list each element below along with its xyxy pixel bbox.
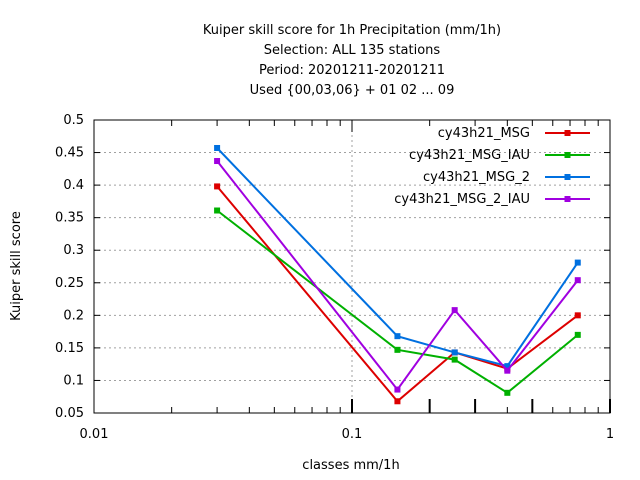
grid (94, 120, 610, 413)
axes: 0.05 0.1 0.15 0.2 0.25 0.3 0.35 0.4 0.45 0.5 0.01 0… (55, 113, 614, 442)
x-axis-label: classes mm/1h (302, 458, 399, 473)
series-line (216, 185, 579, 403)
data-point (504, 389, 511, 396)
title-line-2: Selection: ALL 135 stations (264, 43, 441, 58)
y-tick-label: 0.2 (63, 308, 84, 323)
legend-swatch-marker (564, 130, 571, 136)
series-group (214, 144, 581, 405)
y-tick-label: 0.25 (55, 276, 84, 291)
series-0 (214, 183, 581, 405)
y-tick-label: 0.15 (55, 341, 84, 356)
data-point (394, 398, 401, 405)
y-tick-label: 0.3 (63, 243, 84, 258)
data-point (574, 259, 581, 266)
x-tick-label: 1 (606, 427, 614, 442)
data-point (504, 367, 511, 374)
chart-title: Kuiper skill score for 1h Precipitation … (203, 23, 501, 98)
data-point (451, 349, 458, 356)
series-1 (214, 207, 581, 396)
data-point (574, 331, 581, 338)
data-point (451, 356, 458, 363)
legend: cy43h21_MSG cy43h21_MSG_IAU cy43h21_MSG_2c… (394, 126, 590, 207)
legend-label: cy43h21_MSG (438, 126, 530, 141)
y-axis-label: Kuiper skill score (9, 211, 24, 321)
legend-label: cy43h21_MSG_2 (423, 170, 530, 185)
data-point (394, 346, 401, 353)
data-point (214, 183, 221, 190)
legend-swatch-marker (564, 174, 571, 180)
data-point (504, 363, 511, 370)
y-tick-label: 0.1 (63, 373, 84, 388)
data-point (214, 144, 221, 151)
data-point (574, 277, 581, 284)
x-tick-label: 0.1 (342, 427, 363, 442)
y-tick-label: 0.4 (63, 178, 84, 193)
data-point (394, 386, 401, 393)
y-tick-label: 0.05 (55, 406, 84, 421)
y-tick-label: 0.35 (55, 211, 84, 226)
legend-label: cy43h21_MSG_IAU (409, 148, 530, 163)
title-line-1: Kuiper skill score for 1h Precipitation … (203, 23, 501, 38)
plot-frame (93, 119, 611, 414)
x-tick-label: 0.01 (80, 427, 109, 442)
legend-label: cy43h21_MSG_2_IAU (394, 192, 530, 207)
series-2 (214, 144, 581, 370)
data-point (214, 207, 221, 214)
title-line-3: Period: 20201211-20201211 (259, 63, 445, 78)
data-point (574, 312, 581, 319)
data-point (394, 333, 401, 340)
data-point (451, 307, 458, 314)
legend-swatch-marker (564, 196, 571, 202)
title-line-4: Used {00,03,06} + 01 02 ... 09 (250, 83, 455, 98)
y-tick-label: 0.45 (55, 146, 84, 161)
data-point (214, 158, 221, 165)
y-tick-label: 0.5 (63, 113, 84, 128)
legend-swatch-marker (564, 152, 571, 158)
series-3 (214, 158, 581, 393)
series-line (216, 209, 579, 395)
